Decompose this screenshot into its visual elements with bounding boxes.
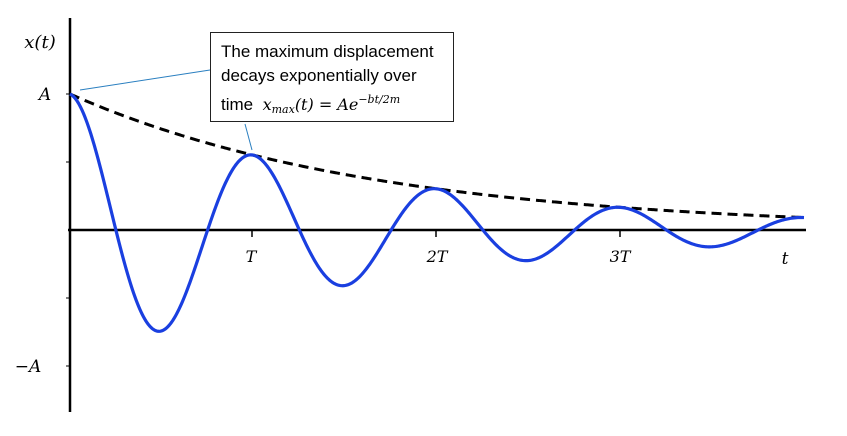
y-axis-ticks — [66, 93, 70, 367]
formula-subscript: max — [271, 103, 295, 116]
x-tick-label-T: T — [246, 247, 258, 266]
callout-line-2: decays exponentially over — [221, 66, 417, 85]
y-axis-label: x(t) — [24, 32, 55, 53]
callout-pointer-to-peak — [244, 123, 253, 151]
envelope-curve — [69, 92, 805, 220]
callout-line-3-prefix: time — [221, 95, 254, 114]
formula-exponent: −bt/2m — [358, 93, 401, 106]
callout-line-1: The maximum displacement — [221, 42, 434, 61]
callout-box: The maximum displacement decays exponent… — [210, 32, 454, 122]
damped-oscillation-curve — [69, 92, 805, 333]
callout-pointer-to-A — [79, 69, 211, 91]
formula-lhs: x — [262, 95, 272, 114]
x-tick-label-2T: 2T — [426, 247, 449, 266]
x-axis-label: t — [782, 249, 789, 269]
amplitude-label: A — [37, 85, 51, 105]
decay-formula: xmax(t) = Ae−bt/2m — [262, 93, 401, 116]
neg-amplitude-label: −A — [15, 357, 42, 377]
x-tick-label-3T: 3T — [610, 247, 632, 266]
formula-mid: (t) = Ae — [294, 95, 359, 114]
x-axis-ticks — [251, 230, 621, 237]
callout-line-3: time xmax(t) = Ae−bt/2m — [221, 88, 443, 122]
